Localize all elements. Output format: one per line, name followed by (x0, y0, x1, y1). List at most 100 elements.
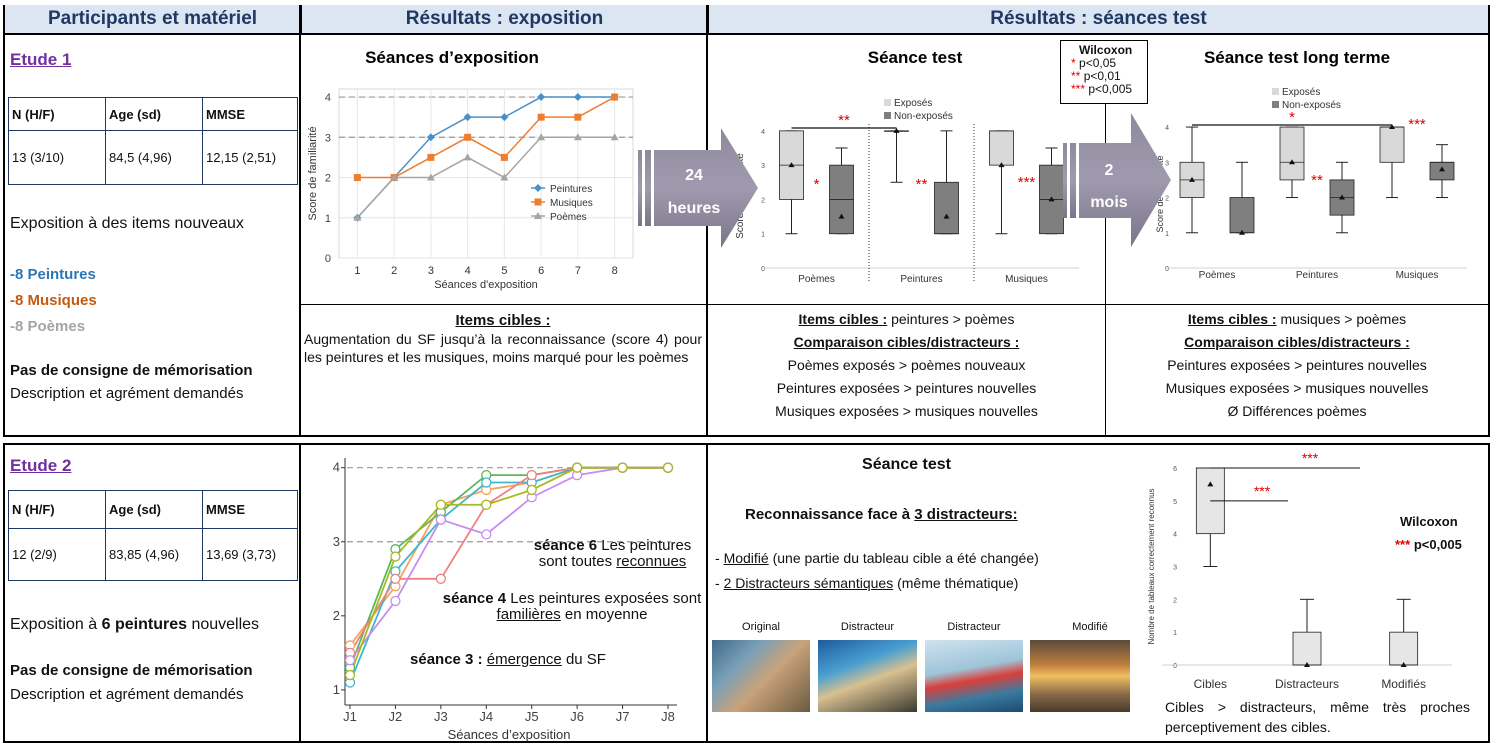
conclusion: Items cibles : musiques > poèmes Compara… (1106, 308, 1488, 423)
marker (574, 113, 582, 121)
y-tick-label: 0 (761, 266, 765, 273)
y-axis-label: Score de familiarité (307, 126, 319, 220)
cell: MMSE (202, 97, 298, 131)
mean-marker (893, 127, 900, 133)
text: Description et agrément demandés (10, 686, 244, 703)
significance: *** (1408, 116, 1426, 133)
y-tick-label: 0 (1173, 663, 1177, 670)
exposure-chart: Séances d’exposition 0 1 2 3 4 1 2 3 4 5 6 7 8 Séances… (307, 48, 634, 291)
arrow-stripe (645, 150, 651, 226)
marker (435, 499, 447, 510)
wilcoxon-title: Wilcoxon (1400, 514, 1458, 529)
mean-marker (1289, 159, 1295, 165)
divider (299, 5, 301, 437)
marker (573, 133, 582, 141)
marker (611, 93, 619, 101)
y-tick-label: 2 (1173, 597, 1177, 604)
marker (537, 113, 545, 121)
info-table: N (H/F) Age (sd) MMSE 13 (3/10) 84,5 (4,… (8, 97, 298, 185)
caption: Distracteur (840, 621, 895, 633)
text: 3 distracteurs: (914, 506, 1018, 523)
marker (427, 153, 435, 161)
line: Items cibles : peintures > poèmes (708, 308, 1105, 331)
marker (463, 153, 472, 161)
conclusion: Items cibles : Augmentation du SF jusqu’… (304, 312, 702, 366)
annotation-part: émergence (486, 651, 562, 668)
marker (463, 113, 472, 122)
series-line (356, 96, 615, 219)
legend-row: *** p<0,005 (1071, 83, 1147, 96)
marker (537, 133, 546, 141)
text: Augmentation du SF jusqu’à la reconnaiss… (304, 331, 702, 365)
y-tick-label: 2 (333, 608, 340, 623)
heading: Items cibles : (455, 312, 551, 329)
y-tick-label: 1 (325, 213, 331, 225)
arrow-stripe (638, 150, 642, 226)
familiarity-chart: 1 2 3 4 J1 J2 J3 J4 J5 J6 J7 J8 Séances d’exposition (333, 458, 677, 742)
wilcoxon-legend: Wilcoxon * p<0,05 ** p<0,01 *** p<0,005 (1060, 40, 1148, 104)
text: Musiques exposées > musiques nouvelles (775, 403, 1038, 419)
legend-label: Non-exposés (1282, 100, 1341, 111)
arrow-label: heures (668, 200, 721, 217)
table-row: N (H/F) Age (sd) MMSE (8, 97, 298, 131)
x-tick-label: J4 (479, 709, 493, 724)
mean-marker (1239, 229, 1245, 235)
y-tick-label: 4 (1173, 532, 1177, 539)
list-item: - Modifié (une partie du tableau cible a… (715, 546, 1039, 571)
legend-label: Peintures (550, 184, 592, 195)
conclusion: Cibles > distracteurs, même très proches… (1165, 699, 1470, 735)
x-tick-label: Cibles (1194, 677, 1227, 691)
heading: Comparaison cibles/distracteurs : (793, 334, 1020, 350)
legend-rows: * p<0,05 ** p<0,01 *** p<0,005 (1071, 57, 1147, 96)
y-tick-label: 2 (761, 197, 765, 204)
y-tick-label: 1 (761, 232, 765, 239)
y-tick-label: 2 (1165, 196, 1169, 203)
x-tick-label: Peintures (900, 274, 942, 285)
legend-label: Non-exposés (894, 111, 953, 122)
legend-row: * p<0,05 (1071, 57, 1147, 70)
series-line (349, 466, 668, 661)
legend-label: Poèmes (550, 212, 587, 223)
arrow: 2 mois (1063, 113, 1171, 247)
y-tick-label: 4 (761, 129, 765, 136)
stars: * (1071, 56, 1076, 70)
line: Items cibles : musiques > poèmes (1106, 308, 1488, 331)
significance: * (814, 176, 820, 193)
significance: ** (838, 112, 850, 129)
text: Peintures exposées > peintures nouvelles (776, 380, 1037, 396)
mean-marker (788, 162, 795, 168)
mean-marker (998, 162, 1005, 168)
section-title: Séance test (862, 456, 951, 473)
x-axis-label: Séances d’exposition (448, 727, 571, 742)
annotation: séance 6 Les peintures sont toutes recon… (520, 538, 705, 570)
bullet: - (715, 575, 720, 591)
text: nouvelles (191, 616, 260, 633)
box (934, 181, 959, 235)
item: -8 Peintures (10, 266, 96, 283)
box (1292, 631, 1322, 666)
x-tick-label: J6 (570, 709, 584, 724)
marker (617, 462, 628, 473)
x-tick-label: 5 (501, 265, 507, 277)
marker (500, 113, 509, 122)
marker (481, 477, 492, 488)
chart-title: Séance test long terme (1204, 48, 1390, 67)
marker (390, 173, 399, 181)
text: 2 Distracteurs sémantiques (723, 575, 894, 591)
text: Musiques exposées > musiques nouvelles (1165, 380, 1429, 396)
table-row: 12 (2/9) 83,85 (4,96) 13,69 (3,73) (8, 528, 298, 581)
annotation: séance 3 : émergence du SF (388, 652, 628, 668)
mean-marker (1439, 166, 1445, 172)
mean-marker (1207, 481, 1214, 487)
text: musiques > poèmes (1280, 311, 1407, 327)
mean-marker (1339, 194, 1345, 200)
text: p<0,005 (1088, 82, 1133, 96)
box (1229, 197, 1255, 234)
y-tick-label: 1 (333, 682, 340, 697)
study-title: Etude 2 (10, 456, 72, 475)
caption: Original (742, 621, 780, 633)
significance: *** (1018, 174, 1036, 191)
table-row: 13 (3/10) 84,5 (4,96) 12,15 (2,51) (8, 130, 298, 185)
text: Pas de consigne de mémorisation (10, 662, 253, 679)
